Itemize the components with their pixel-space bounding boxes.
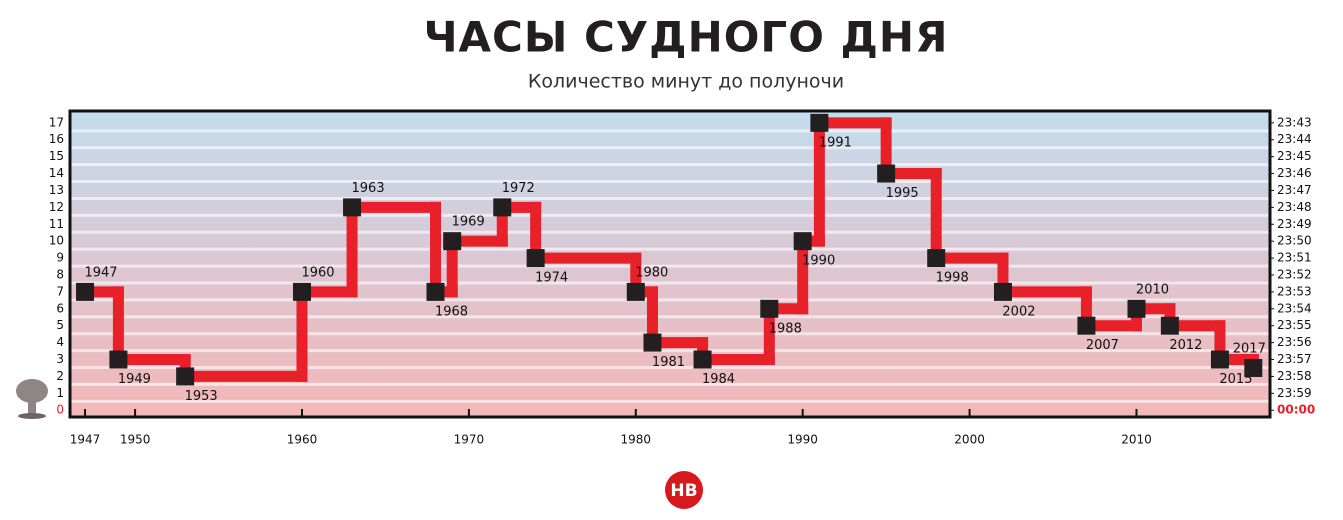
x-tick-label: 1950 <box>120 433 151 447</box>
marker <box>693 350 712 369</box>
y-tick-label: 17 <box>49 115 64 129</box>
marker <box>1210 350 1229 369</box>
marker <box>1160 316 1179 335</box>
y-tick-label: 16 <box>49 132 64 146</box>
x-tick-label: 2000 <box>954 433 985 447</box>
y2-tick-label: 23:56 <box>1277 335 1312 349</box>
point-label: 1990 <box>802 254 835 269</box>
marker <box>1077 316 1096 335</box>
y-tick-label: 2 <box>56 369 64 383</box>
y-tick-label: 4 <box>56 335 64 349</box>
y2-tick-label: 23:43 <box>1277 115 1312 129</box>
x-tick-label: 1980 <box>621 433 652 447</box>
marker <box>443 232 462 251</box>
marker <box>877 164 896 183</box>
plot-frame <box>68 109 1272 419</box>
point-label: 2010 <box>1136 282 1169 297</box>
y2-tick-label: 23:57 <box>1277 352 1312 366</box>
point-label: 2002 <box>1002 304 1035 319</box>
y2-tick-label: 23:48 <box>1277 200 1312 214</box>
point-label: 1968 <box>435 304 468 319</box>
point-label: 2015 <box>1219 372 1252 387</box>
marker <box>76 282 95 301</box>
marker <box>109 350 128 369</box>
y2-tick-label: 23:55 <box>1277 318 1312 332</box>
y-tick-label: 14 <box>49 166 64 180</box>
point-label: 1972 <box>502 181 535 196</box>
chart-subtitle: Количество минут до полуночи <box>528 71 844 93</box>
y2-tick-label: 23:46 <box>1277 166 1312 180</box>
point-label: 2017 <box>1233 341 1266 356</box>
marker <box>426 282 445 301</box>
point-label: 1988 <box>769 321 802 336</box>
marker <box>643 333 662 352</box>
y-tick-label: 15 <box>49 149 64 163</box>
point-label: 1998 <box>936 271 969 286</box>
y2-tick-label: 23:50 <box>1277 234 1312 248</box>
point-label: 1984 <box>702 372 735 387</box>
mushroom-icon <box>16 379 48 419</box>
marker <box>810 113 829 132</box>
marker <box>526 249 545 268</box>
x-tick-label: 1970 <box>454 433 485 447</box>
y-tick-label: 11 <box>49 217 64 231</box>
marker <box>343 198 362 217</box>
marker <box>292 282 311 301</box>
y2-tick-label: 23:54 <box>1277 301 1312 315</box>
y2-tick-label: 23:58 <box>1277 369 1312 383</box>
point-label: 1960 <box>301 265 334 280</box>
y-tick-label: 6 <box>56 301 64 315</box>
marker <box>760 299 779 318</box>
plot-background <box>70 111 1270 417</box>
point-label: 1949 <box>118 372 151 387</box>
marker <box>493 198 512 217</box>
marker <box>626 282 645 301</box>
y-tick-label: 1 <box>56 386 64 400</box>
marker <box>176 367 195 386</box>
logo-badge <box>665 471 703 509</box>
x-tick-label: 1990 <box>787 433 818 447</box>
point-label: 1995 <box>886 186 919 201</box>
x-tick-label: 2010 <box>1121 433 1152 447</box>
marker <box>927 249 946 268</box>
y2-tick-label: 23:45 <box>1277 149 1312 163</box>
marker <box>793 232 812 251</box>
point-label: 1947 <box>84 265 117 280</box>
y2-tick-label: 23:51 <box>1277 251 1312 265</box>
y2-tick-label: 23:52 <box>1277 267 1312 281</box>
y-tick-label: 7 <box>56 284 64 298</box>
point-label: 2012 <box>1169 338 1202 353</box>
point-label: 1981 <box>652 355 685 370</box>
y-tick-label: 10 <box>49 234 64 248</box>
point-label: 1991 <box>819 135 852 150</box>
y2-tick-label: 23:49 <box>1277 217 1312 231</box>
point-label: 2007 <box>1086 338 1119 353</box>
y2-tick-label: 23:59 <box>1277 386 1312 400</box>
y-tick-label: 8 <box>56 267 64 281</box>
y2-tick-label: 00:00 <box>1277 403 1315 417</box>
logo-text: НВ <box>670 481 697 501</box>
y-tick-label: 5 <box>56 318 64 332</box>
y2-tick-label: 23:47 <box>1277 183 1312 197</box>
point-label: 1980 <box>635 265 668 280</box>
x-tick-label: 1960 <box>287 433 318 447</box>
marker <box>993 282 1012 301</box>
marker <box>1244 358 1263 377</box>
y2-tick-label: 23:44 <box>1277 132 1312 146</box>
y-tick-label: 13 <box>49 183 64 197</box>
point-label: 1969 <box>452 215 485 230</box>
point-label: 1974 <box>535 271 568 286</box>
y-tick-label: 9 <box>56 251 64 265</box>
marker <box>1127 299 1146 318</box>
y2-tick-label: 23:53 <box>1277 284 1312 298</box>
x-tick-label: 1947 <box>70 433 101 447</box>
point-label: 1953 <box>185 389 218 404</box>
point-label: 1963 <box>352 181 385 196</box>
chart-title: ЧАСЫ СУДНОГО ДНЯ <box>424 13 949 62</box>
y-tick-label: 12 <box>49 200 64 214</box>
y-tick-label: 3 <box>56 352 64 366</box>
y-tick-label: 0 <box>56 403 64 417</box>
